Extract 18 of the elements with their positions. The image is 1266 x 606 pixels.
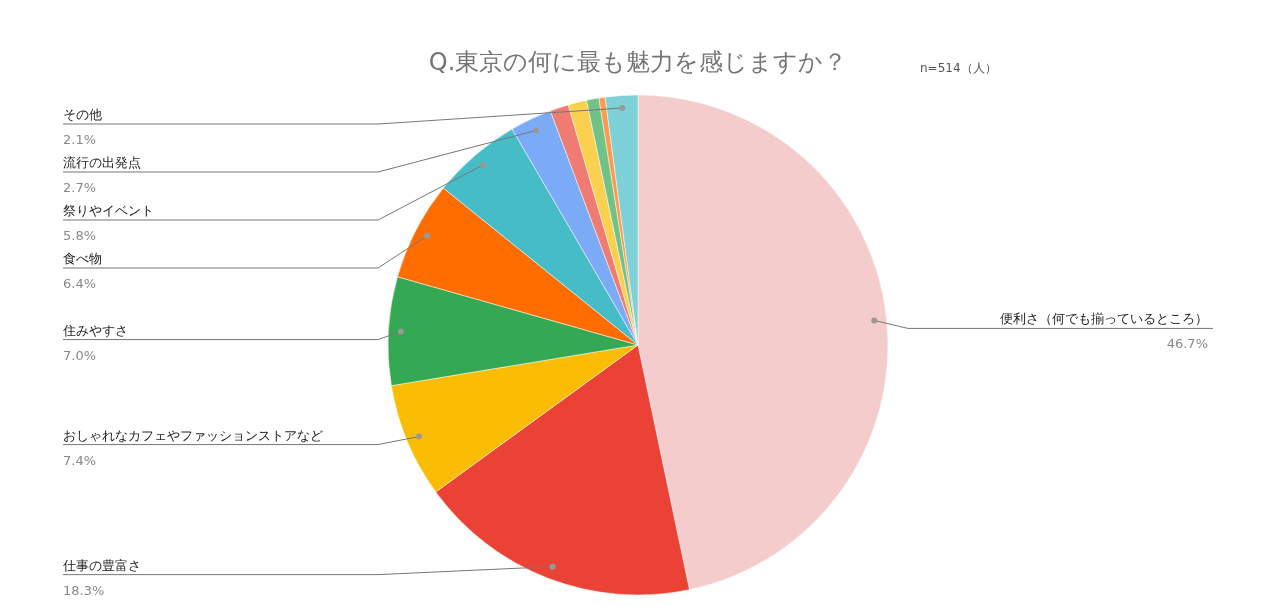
slice-label: 祭りやイベント: [63, 203, 154, 218]
slice-label: 流行の出発点: [63, 155, 141, 170]
data-label: 5.8%: [63, 228, 97, 243]
slice-label: 食べ物: [63, 251, 102, 266]
slice-label: その他: [63, 107, 102, 122]
data-label: 2.7%: [63, 180, 97, 195]
slice-label: 住みやすさ: [62, 322, 128, 338]
data-label: 18.3%: [63, 582, 105, 598]
data-label: 6.4%: [63, 276, 97, 291]
chart-subtitle: n=514（人）: [920, 61, 997, 75]
chart-title: Q.東京の何に最も魅力を感じますか？: [428, 48, 848, 76]
slice-label: 便利さ（何でも揃っているところ）: [1000, 311, 1208, 327]
data-label: 7.4%: [63, 452, 97, 468]
data-label: 2.1%: [63, 132, 97, 147]
slice-label: おしゃれなカフェやファッションストアなど: [63, 427, 323, 443]
data-label: 46.7%: [1166, 336, 1208, 352]
slice-label: 仕事の豊富さ: [62, 557, 141, 573]
data-label: 7.0%: [63, 347, 97, 363]
